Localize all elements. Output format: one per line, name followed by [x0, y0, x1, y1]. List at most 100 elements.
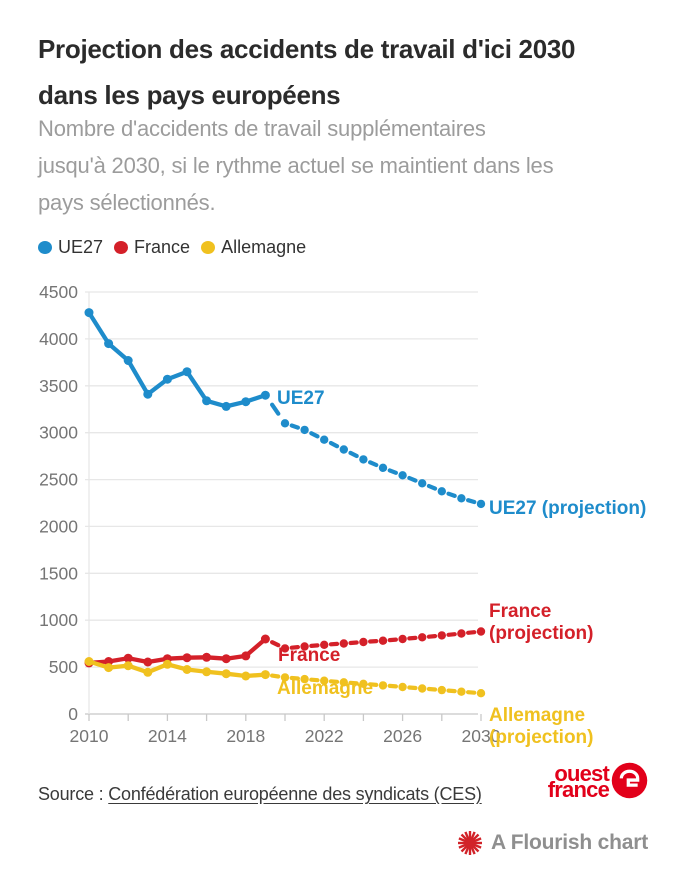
allemagne-projection-dash — [446, 688, 457, 694]
allemagne-actual-point-2019 — [260, 670, 270, 680]
france-projection-dash — [289, 645, 300, 650]
source-prefix: Source : — [38, 784, 109, 804]
allemagne-projection-dash — [407, 685, 418, 691]
allemagne-projection-point-2026 — [398, 682, 407, 692]
france-actual-line — [86, 636, 268, 666]
france-actual-point-2019 — [260, 634, 270, 644]
allemagne-actual-line — [86, 659, 268, 679]
ue27-projection-dash — [328, 440, 340, 449]
allemagne-actual-point-2013 — [143, 667, 153, 677]
ue27-projection-point-2027 — [418, 479, 427, 488]
france-projection-dash — [466, 630, 477, 635]
x-axis-label-2018: 2018 — [226, 726, 265, 746]
allemagne-actual-point-2018 — [241, 671, 251, 681]
page-subtitle: Nombre d'accidents de travail supplément… — [38, 110, 554, 221]
allemagne-projection-point-2023 — [339, 678, 348, 687]
allemagne-actual-point-2015 — [182, 665, 192, 674]
allemagne-projection-dash — [368, 682, 379, 687]
allemagne-projection-point-2021 — [300, 674, 309, 684]
series-annotation-allemagne: Allemagne — [277, 678, 373, 699]
allemagne-actual-point-2017 — [221, 669, 231, 679]
allemagne-projection-point-2028 — [437, 685, 446, 695]
legend-label-france: France — [134, 237, 191, 257]
page-subtitle-line2: jusqu'à 2030, si le rythme actuel se mai… — [38, 153, 554, 178]
allemagne-actual-point-2016 — [202, 667, 212, 677]
allemagne-projection-point-2024 — [359, 679, 368, 688]
allemagne-projection-dash — [426, 686, 438, 692]
series-annotation-france_proj: France (projection) — [489, 601, 594, 644]
allemagne-projection-dash — [289, 675, 300, 681]
ouest-france-logo-line2: france — [547, 777, 610, 802]
y-axis-label-4500: 4500 — [39, 282, 78, 302]
ue27-projection-dash — [426, 483, 438, 491]
allemagne-projection-dash — [328, 679, 340, 684]
ue27-actual-point-2010 — [84, 308, 94, 318]
ue27-projection-dash — [387, 468, 398, 475]
france-actual-point-2012 — [123, 653, 133, 663]
ue27-actual-line — [86, 310, 268, 409]
series-annotation-ue27_proj: UE27 (projection) — [489, 498, 646, 519]
france-projection-dash — [446, 632, 457, 637]
ue27-projection-dash — [368, 460, 379, 468]
france-projection-dash — [407, 635, 418, 641]
france-projection-point-2024 — [359, 637, 368, 647]
flourish-attribution[interactable]: A Flourish chart — [457, 830, 648, 856]
x-axis-label-2026: 2026 — [383, 726, 422, 746]
legend-label-ue27: UE27 — [58, 237, 104, 257]
page-subtitle-line3: pays sélectionnés. — [38, 190, 216, 215]
ue27-projection-dash — [466, 498, 477, 505]
allemagne-projection-dash — [309, 677, 320, 683]
ue27-actual-point-2016 — [202, 396, 212, 406]
ue27-projection-point-2020 — [280, 419, 290, 428]
ue27-projection-point-2028 — [437, 487, 446, 496]
ue27-actual-point-2013 — [143, 389, 153, 399]
legend-swatch-france — [114, 241, 129, 254]
x-axis-label-2030: 2030 — [462, 726, 501, 746]
allemagne-projection-dash — [348, 680, 359, 686]
allemagne-actual-point-2014 — [162, 659, 172, 669]
legend-item-allemagne: Allemagne — [201, 237, 306, 258]
y-axis-label-0: 0 — [68, 704, 78, 724]
france-projection-point-2027 — [418, 633, 427, 642]
ue27-projection-point-2029 — [457, 494, 466, 503]
ue27-projection-dash — [348, 450, 359, 459]
france-projection-point-2028 — [437, 631, 446, 640]
ue27-actual-point-2015 — [182, 367, 192, 377]
y-axis-label-1500: 1500 — [39, 563, 78, 583]
ue27-projection-point-2022 — [320, 435, 329, 444]
ouest-france-logo-icon — [611, 762, 648, 799]
page-title-line1: Projection des accidents de travail d'ic… — [38, 34, 576, 64]
ue27-actual-point-2011 — [104, 339, 114, 349]
ue27-projection-dash — [309, 431, 320, 439]
ue27-actual-point-2019 — [260, 390, 270, 400]
allemagne-projection-point-2020 — [280, 673, 290, 682]
y-axis-label-4000: 4000 — [39, 329, 78, 349]
ouest-france-logo-line1: ouest — [554, 761, 609, 786]
page-title-line2: dans les pays européens — [38, 80, 341, 110]
france-projection-dash — [348, 640, 359, 646]
allemagne-projection-point-2027 — [418, 684, 427, 693]
legend: UE27 France Allemagne — [38, 237, 317, 258]
source-link[interactable]: Confédération européenne des syndicats (… — [108, 784, 482, 804]
allemagne-projection-point-2030 — [476, 689, 486, 698]
france-actual-point-2018 — [241, 651, 251, 661]
ouest-france-logo: ouest france — [547, 761, 648, 802]
france-actual-point-2015 — [182, 653, 192, 663]
y-axis-label-2500: 2500 — [39, 470, 78, 490]
ue27-projection-dash — [289, 423, 300, 430]
allemagne-actual-point-2012 — [123, 661, 133, 671]
ue27-projection-dash — [407, 475, 418, 483]
y-axis-label-3000: 3000 — [39, 423, 78, 443]
legend-item-ue27: UE27 — [38, 237, 103, 258]
chart-area: 0 500 1000 1500 2000 2500 3000 3500 4000 4500 2010… — [0, 270, 684, 770]
page-title: Projection des accidents de travail d'ic… — [38, 26, 575, 118]
line-chart: 0 500 1000 1500 2000 2500 3000 3500 4000 4500 2010… — [39, 282, 646, 748]
france-projection-point-2026 — [398, 634, 407, 644]
france-projection-point-2030 — [476, 627, 486, 636]
y-axis-label-500: 500 — [49, 657, 78, 677]
france-projection-point-2029 — [457, 629, 466, 638]
x-axis-label-2010: 2010 — [70, 726, 109, 746]
france-projection-point-2023 — [339, 639, 348, 648]
france-projection-point-2021 — [300, 642, 309, 651]
